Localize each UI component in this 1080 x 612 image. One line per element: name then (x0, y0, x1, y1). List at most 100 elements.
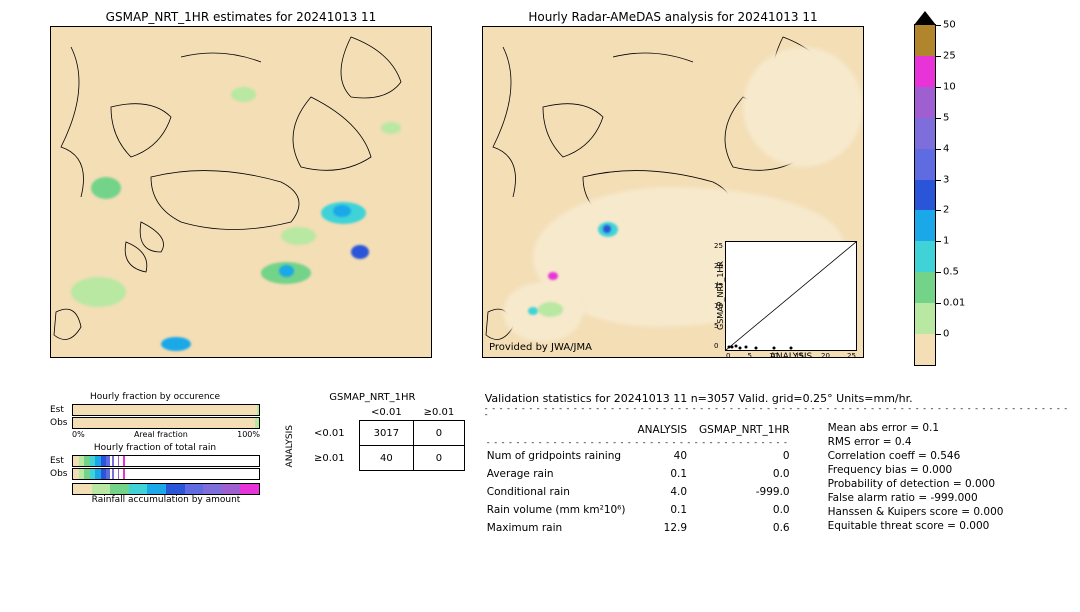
right-map-box: Provided by JWA/JMA GSMAP_NRT_1HR ANALYS… (482, 26, 864, 358)
colorbar-label: 2 (943, 205, 949, 216)
ct-col0: <0.01 (359, 405, 413, 421)
stat-metric: False alarm ratio = -999.000 (828, 492, 1004, 504)
colorbar: 502510543210.50.010 (914, 24, 936, 366)
colorbar-seg (915, 180, 935, 211)
stat-metric: Frequency bias = 0.000 (828, 464, 1004, 476)
stat-metric: Hanssen & Kuipers score = 0.000 (828, 506, 1004, 518)
stats-left-table: ANALYSIS GSMAP_NRT_1HR - - - - - - - - -… (485, 420, 802, 538)
left-map-panel: GSMAP_NRT_1HR estimates for 20241013 11 (50, 10, 432, 358)
ct-c01: 0 (414, 421, 465, 446)
colorbar-label: 0 (943, 329, 949, 340)
colorbar-seg (915, 149, 935, 180)
colorbar-extend-arrow (914, 11, 936, 25)
stat-metric: Mean abs error = 0.1 (828, 422, 1004, 434)
ctable-title: GSMAP_NRT_1HR (280, 392, 465, 403)
stat-row-label: Average rain (487, 466, 636, 482)
rain-palette-seg (185, 484, 204, 494)
hf-row-label: Est (50, 405, 72, 415)
stat-row-b: 0.6 (699, 520, 800, 536)
colorbar-label: 1 (943, 236, 949, 247)
provided-text: Provided by JWA/JMA (489, 342, 592, 353)
colorbar-seg (915, 25, 935, 56)
rain-acc-caption: Rainfall accumulation by amount (72, 495, 260, 505)
colorbar-seg (915, 334, 935, 365)
rain-palette-seg (129, 484, 148, 494)
stat-row-a: 40 (638, 448, 698, 464)
hf-bar (72, 468, 260, 480)
right-map-panel: Hourly Radar-AMeDAS analysis for 2024101… (482, 10, 864, 358)
stat-row-label: Maximum rain (487, 520, 636, 536)
hf-occ-title: Hourly fraction by occurence (50, 392, 260, 402)
bottom-row: Hourly fraction by occurence Est Obs 0% … (10, 392, 1070, 538)
colorbar-label: 0.5 (943, 267, 959, 278)
colorbar-seg (915, 303, 935, 334)
contingency-table: GSMAP_NRT_1HR <0.01 ≥0.01 ANALYSIS <0.01… (280, 392, 465, 471)
stats-dash-top: - - - - - - - - - - - - - - - - - - - - … (485, 406, 1070, 418)
colorbar-label: 25 (943, 50, 956, 61)
ct-c11: 0 (414, 446, 465, 471)
colorbar-label: 50 (943, 20, 956, 31)
stat-row-b: 0.0 (699, 466, 800, 482)
colorbar-label: 10 (943, 81, 956, 92)
hf-rain-title: Hourly fraction of total rain (50, 443, 260, 453)
colorbar-label: 4 (943, 143, 949, 154)
stat-row-b: 0 (699, 448, 800, 464)
colorbar-seg (915, 87, 935, 118)
left-map-title: GSMAP_NRT_1HR estimates for 20241013 11 (50, 10, 432, 24)
stat-row-label: Rain volume (mm km²10⁶) (487, 502, 636, 518)
ct-row0-h: <0.01 (300, 421, 359, 446)
stat-metric: Equitable threat score = 0.000 (828, 520, 1004, 532)
stat-metric: Probability of detection = 0.000 (828, 478, 1004, 490)
hf-bar (72, 417, 260, 429)
stat-row-a: 0.1 (638, 466, 698, 482)
hf-row-label: Obs (50, 469, 72, 479)
colorbar-label: 5 (943, 112, 949, 123)
rain-palette-seg (203, 484, 222, 494)
stat-col1: GSMAP_NRT_1HR (699, 422, 800, 438)
colorbar-seg (915, 56, 935, 87)
left-map-box: 45°N40°N35°N30°N25°N125°E130°E135°E140°E… (50, 26, 432, 358)
colorbar-container: 502510543210.50.010 (884, 10, 936, 366)
right-map-title: Hourly Radar-AMeDAS analysis for 2024101… (482, 10, 864, 24)
hf-axis-right: 100% (237, 430, 260, 439)
colorbar-seg (915, 241, 935, 272)
hf-axis-left: 0% (72, 430, 85, 439)
rain-palette-seg (110, 484, 129, 494)
stat-col0: ANALYSIS (638, 422, 698, 438)
rain-palette-seg (240, 484, 259, 494)
rain-palette-seg (222, 484, 241, 494)
colorbar-label: 0.01 (943, 298, 965, 309)
hf-row-label: Est (50, 456, 72, 466)
ct-side: ANALYSIS (280, 421, 300, 471)
stats-title: Validation statistics for 20241013 11 n=… (485, 392, 1070, 405)
stat-row-label: Num of gridpoints raining (487, 448, 636, 464)
rain-palette-seg (166, 484, 185, 494)
colorbar-seg (915, 210, 935, 241)
stat-metric: RMS error = 0.4 (828, 436, 1004, 448)
hf-bar (72, 455, 260, 467)
ct-row1-h: ≥0.01 (300, 446, 359, 471)
rain-palette-seg (73, 484, 92, 494)
stat-row-b: 0.0 (699, 502, 800, 518)
ct-c10: 40 (359, 446, 413, 471)
ct-c00: 3017 (359, 421, 413, 446)
maps-row: GSMAP_NRT_1HR estimates for 20241013 11 (10, 10, 1070, 366)
stat-row-b: -999.0 (699, 484, 800, 500)
stat-row-a: 4.0 (638, 484, 698, 500)
rain-palette-seg (147, 484, 166, 494)
stat-row-a: 0.1 (638, 502, 698, 518)
colorbar-seg (915, 118, 935, 149)
rain-palette-seg (92, 484, 111, 494)
stat-metric: Correlation coeff = 0.546 (828, 450, 1004, 462)
colorbar-seg (915, 272, 935, 303)
hf-axis-mid: Areal fraction (134, 430, 188, 439)
hourly-fraction-block: Hourly fraction by occurence Est Obs 0% … (50, 392, 260, 505)
hf-bar (72, 404, 260, 416)
stats-right-list: Mean abs error = 0.1 RMS error = 0.4 Corre… (828, 420, 1004, 538)
stat-row-a: 12.9 (638, 520, 698, 536)
stat-row-label: Conditional rain (487, 484, 636, 500)
rain-acc-bar (72, 483, 260, 495)
hf-row-label: Obs (50, 418, 72, 428)
validation-stats: Validation statistics for 20241013 11 n=… (485, 392, 1070, 538)
ct-col1: ≥0.01 (414, 405, 465, 421)
